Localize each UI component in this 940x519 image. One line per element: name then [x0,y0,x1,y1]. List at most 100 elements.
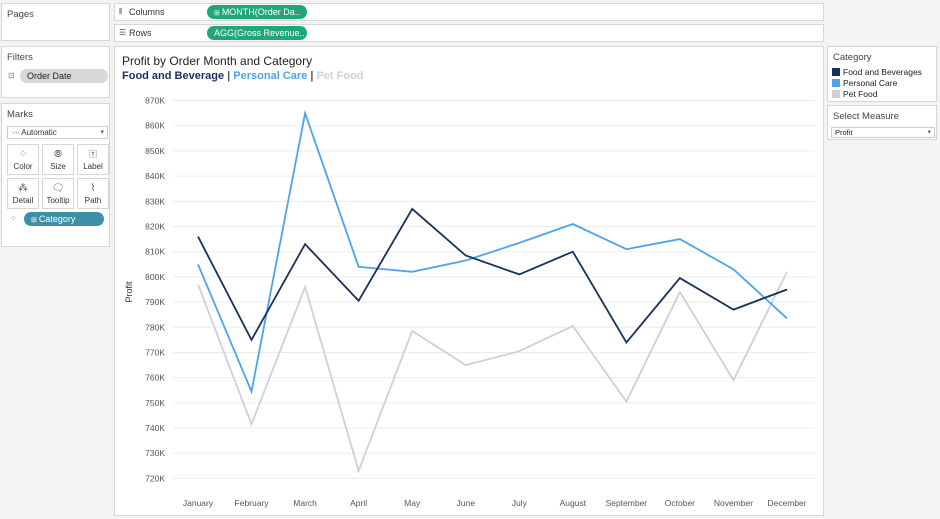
data-point[interactable] [302,110,308,116]
chevron-down-icon: ▾ [100,129,104,136]
x-tick-label: November [714,498,753,508]
filter-pill-order-date[interactable]: Order Date [20,69,108,83]
legend-item-personal-care[interactable]: Personal Care [832,78,897,89]
columns-pill[interactable]: ⊞ MONTH(Order Da.. [207,5,307,19]
grid-lines [173,100,815,479]
category-color-pill[interactable]: ⊞ Category [24,212,104,226]
legend-label: Personal Care [843,78,898,88]
data-point[interactable] [249,421,255,427]
path-button[interactable]: ⌇ Path [77,178,109,209]
tooltip-label: Tooltip [46,196,70,205]
line-chart: Profit 720K 730K 740K 750K 760K 770K 780K 790K 8… [124,96,815,508]
data-point[interactable] [623,339,629,345]
y-tick-label: 820K [145,222,165,232]
y-tick-label: 840K [145,171,165,181]
x-tick-label: October [665,498,695,508]
path-icon: ⌇ [90,183,96,194]
data-point[interactable] [730,307,736,313]
data-point[interactable] [249,389,255,395]
data-point[interactable] [195,234,201,240]
subtitle-part-0: Food and Beverage [122,70,225,82]
color-button[interactable]: ⁘ Color [7,144,39,175]
label-button[interactable]: 🅃 Label [77,144,109,175]
y-tick-label: 750K [145,398,165,408]
data-point[interactable] [516,271,522,277]
detail-button[interactable]: ⁂ Detail [7,178,39,209]
data-point[interactable] [570,323,576,329]
mark-type-select[interactable]: 〰 Automatic ▾ [7,126,108,139]
data-point[interactable] [409,328,415,334]
size-button[interactable]: ⦾ Size [42,144,74,175]
data-point[interactable] [516,240,522,246]
x-tick-label: March [293,498,317,508]
data-point[interactable] [730,266,736,272]
subtitle-part-2: Personal Care [233,70,308,82]
data-point[interactable] [784,269,790,275]
data-point[interactable] [677,289,683,295]
measure-dropdown[interactable]: Profit ▾ [831,127,935,138]
legend-item-pet-food[interactable]: Pet Food [832,89,878,100]
data-point[interactable] [356,298,362,304]
data-point[interactable] [249,337,255,343]
data-point[interactable] [570,221,576,227]
columns-label: Columns [129,7,165,17]
series-line-personal-care[interactable] [197,109,788,395]
viz-card: Profit by Order Month and Category Food … [114,46,824,516]
size-label: Size [50,162,66,171]
y-tick-label: 870K [145,96,165,106]
data-point[interactable] [730,377,736,383]
legend-label: Pet Food [843,89,878,99]
filters-card: Filters ⊡ Order Date [1,46,110,98]
parameter-title: Select Measure [833,111,900,122]
detail-label: Detail [12,196,34,205]
y-axis-label: Profit [124,281,134,303]
y-tick-label: 800K [145,272,165,282]
marks-title: Marks [7,109,33,120]
data-point[interactable] [302,284,308,290]
y-tick-label: 780K [145,322,165,332]
data-point[interactable] [409,206,415,212]
data-point[interactable] [623,246,629,252]
series-lines [195,109,790,474]
x-tick-label: May [404,498,421,508]
tooltip-button[interactable]: 🗨 Tooltip [42,178,74,209]
series-line-pet-food[interactable] [197,271,788,474]
line-chart-icon: 〰 [12,130,19,137]
x-tick-label: December [767,498,806,508]
data-point[interactable] [195,261,201,267]
columns-icon: ⦀ [119,7,123,16]
legend-swatch [832,79,840,87]
color-label: Color [13,162,33,171]
y-tick-label: 850K [145,146,165,156]
chart-title: Profit by Order Month and Category [122,54,313,68]
rows-label: Rows [129,28,152,38]
data-point[interactable] [570,249,576,255]
x-tick-label: January [183,498,214,508]
series-line-food-and-beverages[interactable] [197,207,788,344]
data-point[interactable] [784,315,790,321]
data-point[interactable] [302,241,308,247]
x-tick-label: June [457,498,476,508]
data-point[interactable] [677,236,683,242]
data-point[interactable] [677,275,683,281]
x-tick-label: February [235,498,270,508]
legend-title: Category [833,52,872,63]
pages-card: Pages [1,3,110,41]
data-point[interactable] [516,348,522,354]
marks-card: Marks 〰 Automatic ▾ ⁘ Color ⦾ Size 🅃 Lab… [1,103,110,247]
rows-pill[interactable]: AGG(Gross Revenue.. [207,26,307,40]
data-point[interactable] [463,252,469,258]
legend-item-food-and-beverages[interactable]: Food and Beverages [832,67,922,78]
data-point[interactable] [356,264,362,270]
pages-title: Pages [7,9,34,20]
plus-icon: ⊞ [31,217,39,224]
data-point[interactable] [356,468,362,474]
x-tick-label: July [512,498,528,508]
data-point[interactable] [784,286,790,292]
data-point[interactable] [195,281,201,287]
subtitle-part-4: Pet Food [316,70,364,82]
data-point[interactable] [463,362,469,368]
data-point[interactable] [623,399,629,405]
x-tick-label: August [560,498,587,508]
data-point[interactable] [409,269,415,275]
